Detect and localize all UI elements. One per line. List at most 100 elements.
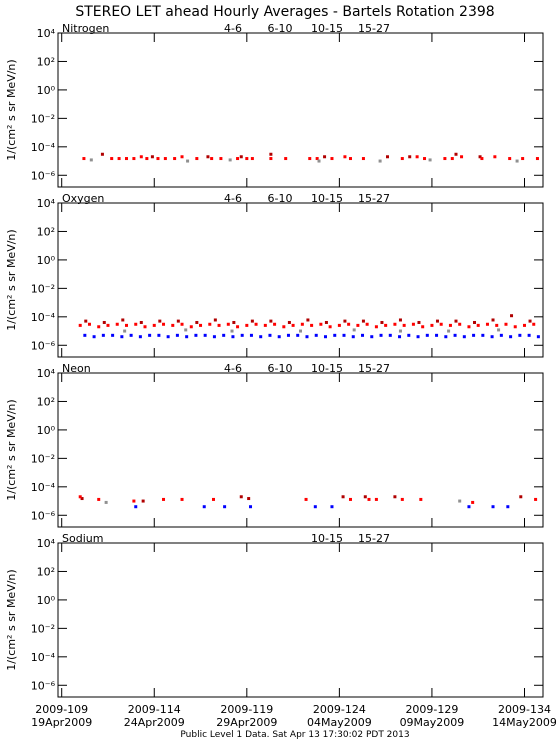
data-point — [378, 159, 382, 163]
data-point — [89, 158, 93, 162]
data-point — [102, 320, 106, 324]
plot-frame — [57, 542, 544, 698]
data-point — [518, 333, 522, 337]
x-tick-sublabel: 24Apr2009 — [124, 716, 185, 729]
data-point — [417, 320, 421, 324]
data-point — [348, 157, 352, 161]
data-point — [536, 335, 540, 339]
data-point — [306, 318, 310, 322]
data-point — [423, 157, 427, 161]
data-point — [398, 329, 402, 333]
data-point — [245, 323, 249, 327]
y-axis-label: 1/(cm² s sr MeV/n) — [5, 399, 18, 500]
data-point — [163, 157, 167, 161]
data-point — [454, 152, 458, 156]
data-point — [80, 497, 84, 501]
data-point — [269, 319, 273, 323]
y-tick-label: 10⁻⁶ — [31, 339, 56, 352]
footer: Public Level 1 Data. Sat Apr 13 17:30:02… — [180, 730, 409, 740]
data-point — [343, 155, 347, 159]
data-point — [421, 325, 425, 329]
data-point — [379, 333, 383, 337]
data-point — [513, 325, 517, 329]
y-tick-label: 10⁻² — [31, 112, 55, 125]
data-point — [78, 495, 82, 499]
data-point — [138, 335, 142, 339]
y-tick-label: 10⁻⁴ — [31, 141, 56, 154]
data-point — [101, 333, 105, 337]
data-point — [370, 335, 374, 339]
data-point — [454, 319, 458, 323]
data-point — [180, 497, 184, 501]
data-point — [361, 157, 365, 161]
plot-frame — [57, 372, 544, 528]
data-point — [493, 155, 497, 159]
data-point — [400, 497, 404, 501]
data-point — [282, 325, 286, 329]
data-point — [485, 322, 489, 326]
data-point — [388, 333, 392, 337]
data-point — [97, 497, 101, 501]
panel-title: Oxygen — [62, 192, 104, 205]
data-point — [374, 497, 378, 501]
data-point — [425, 333, 429, 337]
data-point — [361, 319, 365, 323]
data-point — [472, 333, 476, 337]
data-point — [87, 322, 91, 326]
data-point — [402, 323, 406, 327]
y-axis-label: 1/(cm² s sr MeV/n) — [5, 229, 18, 330]
y-tick-label: 10⁴ — [37, 367, 56, 380]
plot-frame — [57, 202, 544, 358]
data-point — [535, 157, 539, 161]
data-point — [211, 497, 215, 501]
data-point — [176, 319, 180, 323]
data-point — [106, 323, 110, 327]
data-point — [481, 333, 485, 337]
x-tick-label: 2009-114 — [128, 703, 181, 716]
data-point — [175, 333, 179, 337]
data-point — [156, 157, 160, 161]
data-point — [104, 500, 108, 504]
data-point — [400, 157, 404, 161]
data-point — [467, 325, 471, 329]
y-tick-label: 10⁰ — [37, 594, 56, 607]
data-point — [435, 333, 439, 337]
data-point — [277, 335, 281, 339]
data-point — [208, 322, 212, 326]
x-tick-sublabel: 14May2009 — [492, 716, 556, 729]
data-point — [134, 505, 138, 509]
data-point — [462, 335, 466, 339]
panel-title: Sodium — [62, 532, 103, 545]
data-point — [328, 325, 332, 329]
data-point — [416, 335, 420, 339]
x-tick-sublabel: 09May2009 — [400, 716, 465, 729]
data-point — [478, 155, 482, 159]
data-point — [317, 159, 321, 163]
data-point — [194, 333, 198, 337]
data-point — [245, 157, 249, 161]
data-point — [84, 319, 88, 323]
data-point — [249, 505, 253, 509]
data-point — [506, 505, 510, 509]
data-point — [186, 159, 190, 163]
y-tick-label: 10⁴ — [37, 27, 56, 40]
data-point — [162, 322, 166, 326]
data-point — [509, 335, 513, 339]
data-point — [199, 323, 203, 327]
legend-entry: 10-15 — [311, 22, 343, 35]
data-point — [287, 320, 291, 324]
data-point — [273, 322, 277, 326]
data-point — [212, 335, 216, 339]
data-point — [250, 319, 254, 323]
data-point — [480, 157, 484, 161]
data-point — [157, 333, 161, 337]
data-point — [223, 505, 227, 509]
legend-entry: 4-6 — [224, 22, 242, 35]
data-point — [129, 333, 133, 337]
data-point — [222, 333, 226, 337]
data-point — [384, 323, 388, 327]
data-point — [439, 322, 443, 326]
data-point — [210, 157, 214, 161]
data-point — [393, 322, 397, 326]
